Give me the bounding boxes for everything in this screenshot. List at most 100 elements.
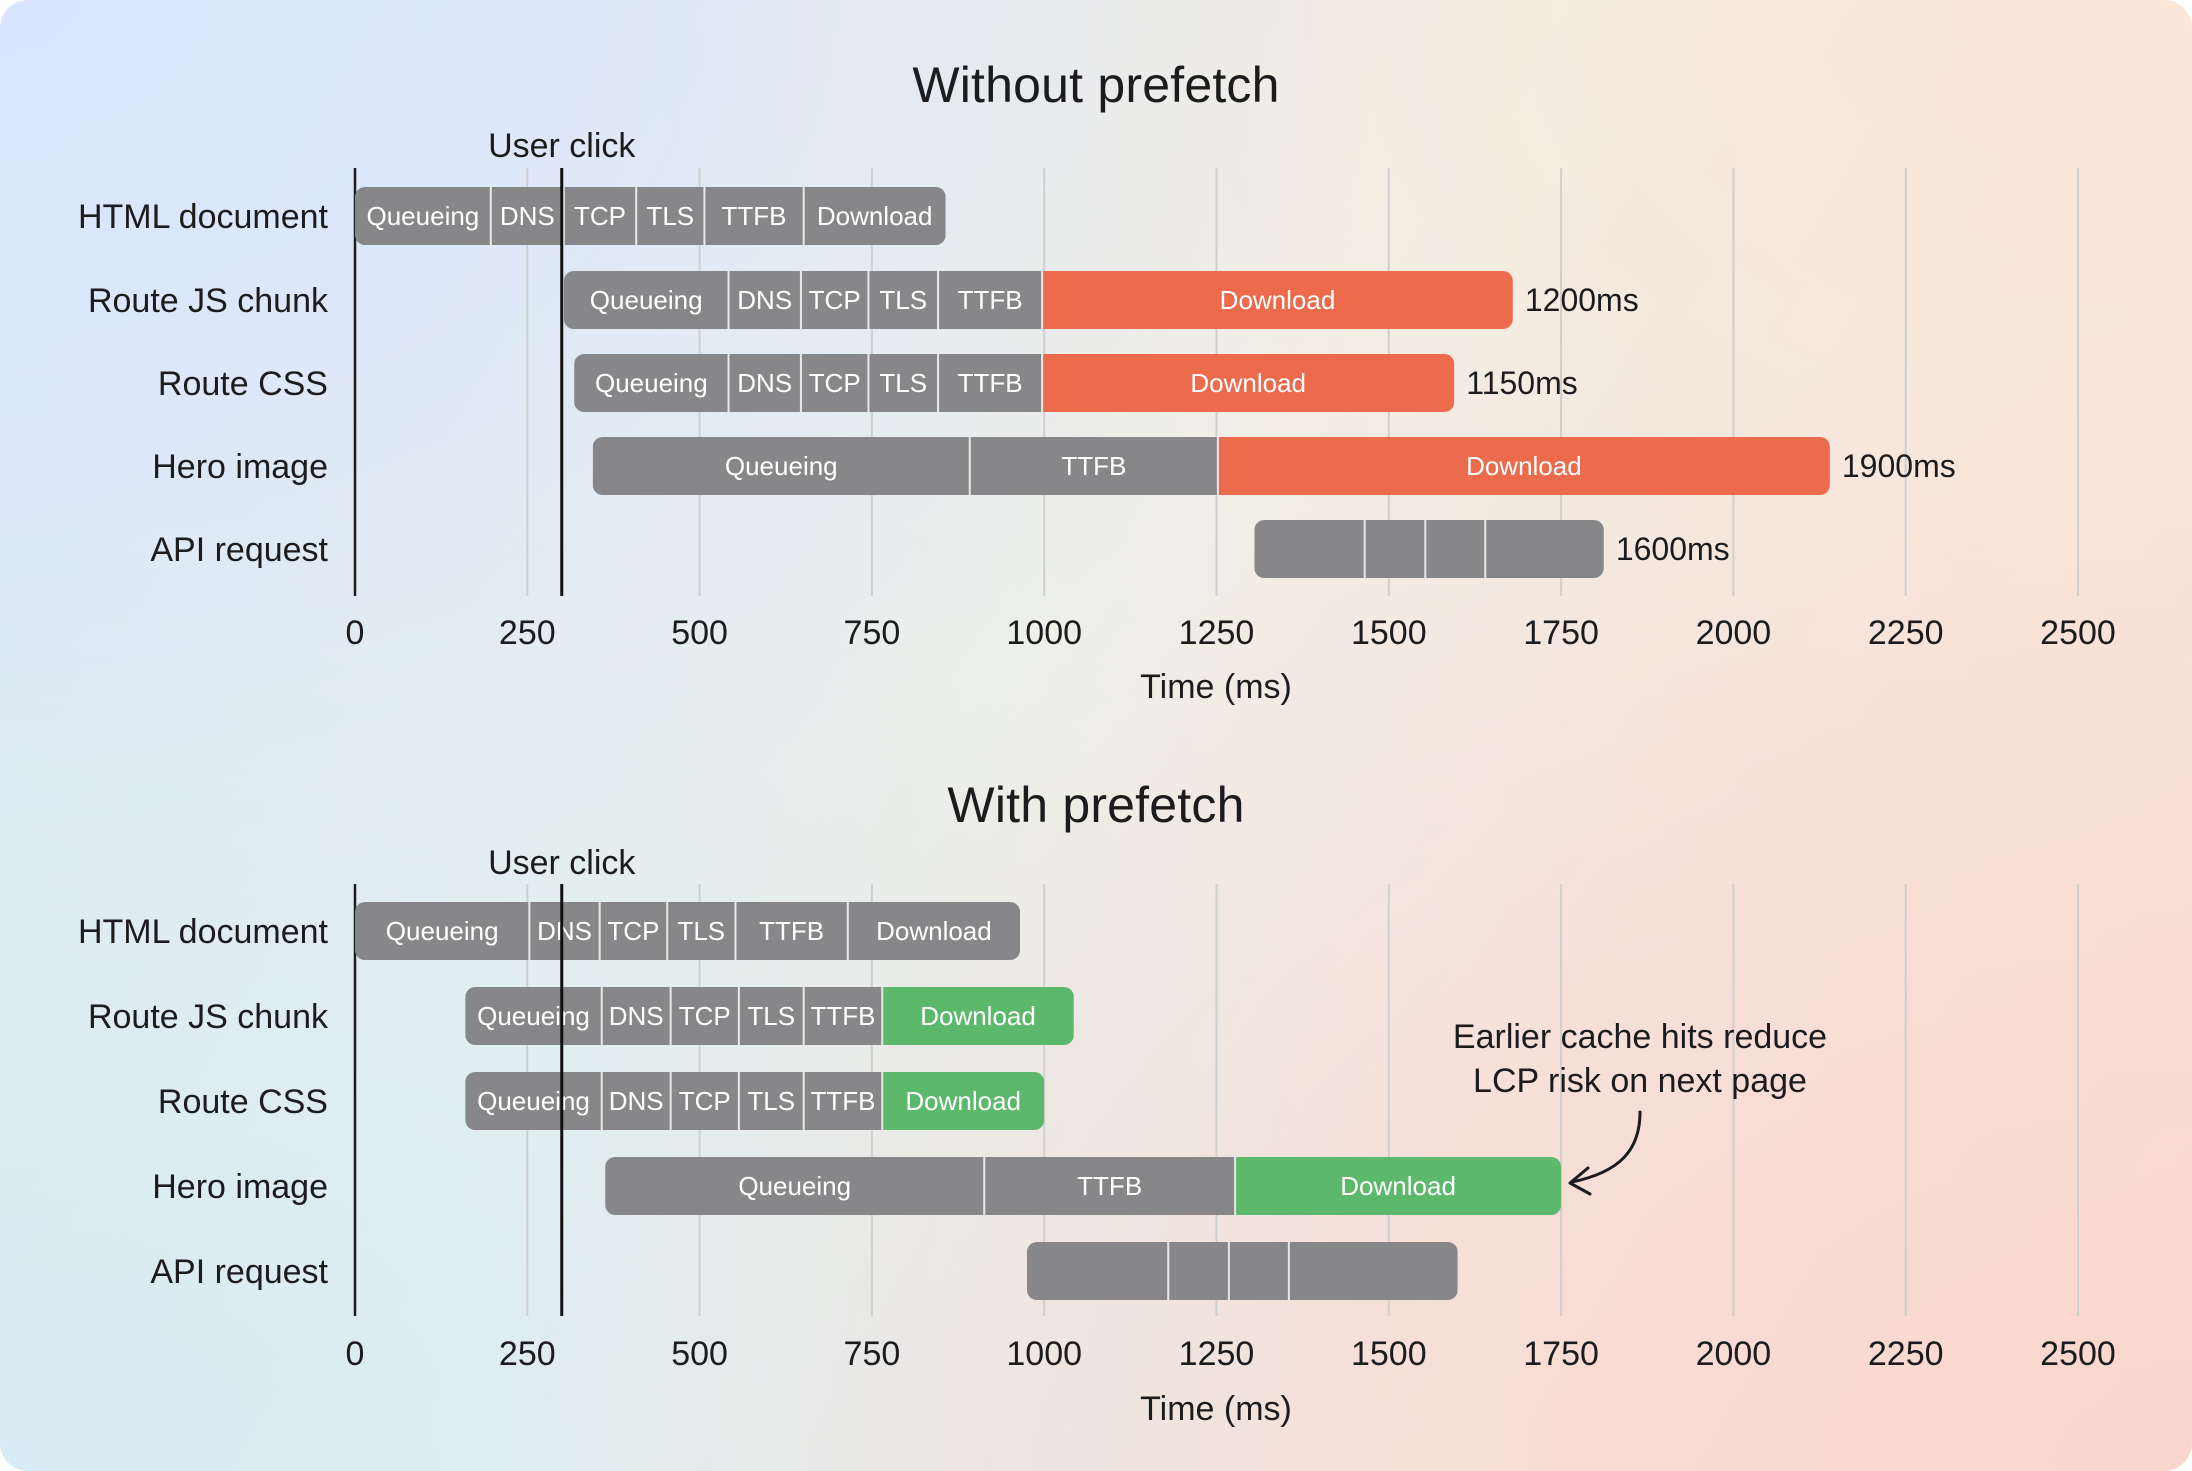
x-tick-label: 750 bbox=[844, 1335, 901, 1373]
bar bbox=[465, 1072, 1045, 1130]
phase-segment bbox=[868, 271, 939, 329]
x-tick-label: 250 bbox=[499, 1335, 556, 1373]
row-label: Route CSS bbox=[158, 365, 328, 403]
x-tick-label: 1750 bbox=[1523, 1335, 1599, 1373]
segment-label: Download bbox=[1466, 451, 1582, 481]
segment-label: Queueing bbox=[595, 368, 708, 398]
x-tick-label: 2250 bbox=[1868, 614, 1944, 652]
x-tick-label: 1500 bbox=[1351, 614, 1427, 652]
phase-segment bbox=[1228, 1242, 1289, 1300]
segment-label: DNS bbox=[537, 916, 592, 946]
x-tick-label: 0 bbox=[346, 1335, 365, 1373]
waterfall-row: Route CSS Queueing DNS TCP TLS TTFB Download 11… bbox=[158, 354, 1578, 412]
segment-label: Download bbox=[1220, 285, 1336, 315]
phase-segment bbox=[355, 187, 491, 245]
phase-segment bbox=[803, 1072, 883, 1130]
segment-label: Download bbox=[920, 1001, 1036, 1031]
segment-label: TCP bbox=[679, 1001, 731, 1031]
segment-label: Queueing bbox=[477, 1086, 590, 1116]
phase-segment bbox=[670, 1072, 739, 1130]
phase-segment bbox=[355, 902, 530, 960]
segment-label: TLS bbox=[879, 285, 927, 315]
phase-segment bbox=[728, 271, 801, 329]
x-tick-label: 750 bbox=[844, 614, 901, 652]
segment-label: TTFB bbox=[722, 201, 787, 231]
duration-label: 1200ms bbox=[1525, 282, 1639, 318]
segment-label: Queueing bbox=[590, 285, 703, 315]
segment-label: DNS bbox=[500, 201, 555, 231]
phase-segment bbox=[800, 271, 869, 329]
phase-segment bbox=[728, 354, 801, 412]
download-segment bbox=[1042, 271, 1513, 329]
phase-segment bbox=[1288, 1242, 1458, 1300]
bar bbox=[592, 437, 1830, 495]
download-segment bbox=[882, 987, 1074, 1045]
phase-segment bbox=[738, 1072, 804, 1130]
bar bbox=[355, 187, 946, 245]
phase-segment bbox=[465, 1072, 602, 1130]
phase-segment bbox=[490, 187, 564, 245]
x-tick-label: 1500 bbox=[1351, 1335, 1427, 1373]
segment-label: Queueing bbox=[477, 1001, 590, 1031]
download-segment bbox=[1235, 1157, 1562, 1215]
segment-label: Queueing bbox=[725, 451, 838, 481]
annotation-text: Earlier cache hits reduce bbox=[1453, 1018, 1827, 1056]
segment-label: Queueing bbox=[386, 916, 499, 946]
segment-label: TTFB bbox=[810, 1001, 875, 1031]
phase-segment bbox=[938, 354, 1043, 412]
download-segment bbox=[1217, 437, 1830, 495]
phase-segment bbox=[847, 902, 1021, 960]
x-tick-label: 1250 bbox=[1179, 1335, 1255, 1373]
x-tick-label: 1000 bbox=[1006, 614, 1082, 652]
segment-label: TCP bbox=[679, 1086, 731, 1116]
duration-label: 1150ms bbox=[1466, 365, 1577, 401]
segment-label: TTFB bbox=[958, 368, 1023, 398]
segment-label: TTFB bbox=[759, 916, 824, 946]
phase-segment bbox=[599, 902, 668, 960]
bar bbox=[574, 354, 1455, 412]
x-axis-label: Time (ms) bbox=[1140, 668, 1292, 706]
annotation-arrowhead bbox=[1568, 1166, 1592, 1196]
waterfall-row: API request 1600ms bbox=[150, 520, 1730, 578]
phase-segment bbox=[601, 987, 671, 1045]
phase-segment bbox=[667, 902, 736, 960]
segment-label: TLS bbox=[677, 916, 725, 946]
x-tick-label: 2000 bbox=[1696, 1335, 1772, 1373]
segment-label: TCP bbox=[809, 285, 861, 315]
bar bbox=[563, 271, 1513, 329]
waterfall-row: Route JS chunk Queueing DNS TCP TLS TTFB Downl… bbox=[88, 271, 1639, 329]
x-tick-label: 1750 bbox=[1523, 614, 1599, 652]
row-label: Hero image bbox=[152, 1168, 328, 1206]
phase-segment bbox=[735, 902, 848, 960]
phase-segment bbox=[800, 354, 869, 412]
x-tick-label: 250 bbox=[499, 614, 556, 652]
segment-label: Queueing bbox=[367, 201, 480, 231]
segment-label: DNS bbox=[609, 1086, 664, 1116]
segment-label: Download bbox=[817, 201, 933, 231]
segment-label: TCP bbox=[607, 916, 659, 946]
phase-segment bbox=[738, 987, 804, 1045]
phase-segment bbox=[563, 187, 637, 245]
segment-label: Download bbox=[1340, 1171, 1456, 1201]
segment-label: TTFB bbox=[810, 1086, 875, 1116]
phase-segment bbox=[574, 354, 729, 412]
waterfall-row: Route JS chunk Queueing DNS TCP TLS TTFB Downl… bbox=[88, 987, 1074, 1045]
x-tick-label: 1250 bbox=[1179, 614, 1255, 652]
phase-segment bbox=[636, 187, 705, 245]
duration-label: 1900ms bbox=[1842, 448, 1956, 484]
annotation: Earlier cache hits reduce LCP risk on nex… bbox=[1453, 1018, 1827, 1196]
duration-label: 1600ms bbox=[1616, 531, 1730, 567]
annotation-text: LCP risk on next page bbox=[1473, 1062, 1807, 1100]
user-click-label: User click bbox=[488, 127, 636, 165]
phase-segment bbox=[1168, 1242, 1229, 1300]
download-segment bbox=[882, 1072, 1045, 1130]
x-tick-label: 2500 bbox=[2040, 614, 2116, 652]
segment-label: Queueing bbox=[738, 1171, 851, 1201]
segment-label: DNS bbox=[609, 1001, 664, 1031]
phase-segment bbox=[803, 987, 883, 1045]
user-click-label: User click bbox=[488, 844, 636, 882]
waterfall-row: Route CSS Queueing DNS TCP TLS TTFB Download bbox=[158, 1072, 1045, 1130]
segment-label: TCP bbox=[574, 201, 626, 231]
download-segment bbox=[1042, 354, 1455, 412]
bar bbox=[355, 902, 1021, 960]
